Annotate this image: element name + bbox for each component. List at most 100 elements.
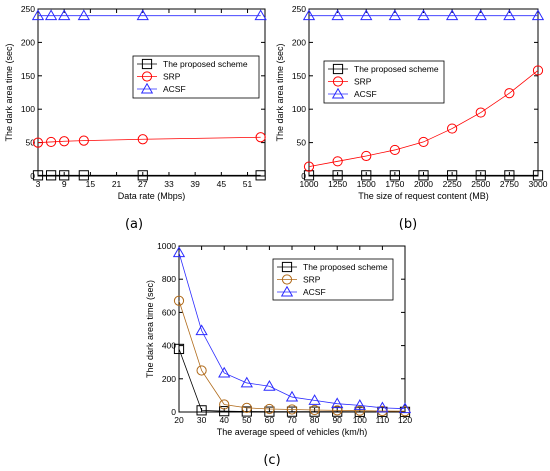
y-axis-label: The dark area time (sec) (4, 43, 14, 141)
x-tick-label: 3000 (529, 179, 548, 189)
panel-label: (b) (399, 217, 417, 232)
data-point (503, 9, 516, 21)
legend-label: SRP (163, 72, 181, 82)
data-point (196, 365, 207, 376)
x-tick-label: 3 (36, 179, 41, 189)
data-point (532, 170, 544, 181)
series-layer (32, 9, 267, 181)
data-point (504, 88, 515, 99)
y-tick-label: 0 (301, 171, 306, 181)
data-point (59, 170, 70, 181)
series-line (178, 252, 406, 410)
data-point (532, 65, 544, 76)
data-point (447, 123, 458, 134)
data-point (303, 161, 315, 172)
x-tick-label: 30 (197, 415, 207, 425)
data-point (286, 404, 298, 415)
data-point (255, 170, 266, 181)
x-tick-label: 45 (217, 179, 227, 189)
data-point (196, 405, 207, 416)
data-point (77, 9, 90, 21)
legend-marker (281, 261, 293, 273)
data-point (388, 9, 402, 21)
x-tick-label: 39 (190, 179, 200, 189)
data-point (32, 9, 45, 21)
y-tick-label: 200 (21, 37, 35, 47)
x-tick-label: 9 (62, 179, 67, 189)
data-point (240, 376, 253, 388)
legend: The proposed scheme SRP ACSF (272, 258, 394, 301)
data-point (417, 9, 430, 21)
data-point (332, 405, 343, 416)
y-tick-label: 200 (292, 37, 306, 47)
series-line (308, 70, 539, 168)
legend-marker (332, 63, 344, 75)
data-point (303, 9, 316, 21)
legend-box (132, 55, 260, 99)
data-point (331, 9, 344, 21)
y-tick-label: 150 (21, 71, 35, 81)
x-axis-label: The size of request content (MB) (358, 191, 489, 201)
x-tick-label: 60 (265, 415, 275, 425)
legend-label: The proposed scheme (354, 64, 439, 74)
data-point (361, 170, 372, 181)
legend-label: SRP (303, 275, 321, 285)
legend-label: ACSF (354, 89, 377, 99)
y-tick-label: 200 (162, 374, 176, 384)
legend-marker (280, 285, 294, 297)
x-tick-label: 1000 (300, 179, 319, 189)
data-point (137, 134, 148, 145)
data-point (353, 399, 366, 410)
legend-marker (140, 82, 154, 94)
x-tick-label: 2000 (414, 179, 433, 189)
y-tick-label: 50 (26, 138, 36, 148)
data-point (264, 403, 275, 415)
x-tick-label: 2500 (471, 179, 490, 189)
y-tick-label: 0 (30, 171, 35, 181)
data-point (389, 170, 400, 181)
x-tick-label: 1750 (385, 179, 404, 189)
y-tick-label: 1000 (157, 241, 176, 251)
data-point (531, 9, 544, 21)
data-point (218, 366, 231, 378)
data-point (59, 136, 70, 147)
data-point (78, 170, 89, 181)
data-point (136, 9, 149, 21)
x-tick-label: 27 (138, 179, 148, 189)
data-point (32, 170, 44, 181)
panel-label: (c) (263, 453, 280, 468)
y-tick-label: 400 (162, 341, 176, 351)
x-axis-label: The average speed of vehicles (km/h) (217, 427, 368, 437)
data-point (376, 401, 389, 413)
data-point (303, 170, 315, 181)
data-point (309, 404, 320, 416)
x-tick-label: 21 (112, 179, 122, 189)
legend-marker (141, 71, 153, 82)
y-tick-label: 250 (21, 4, 35, 14)
plot-frame (37, 8, 266, 177)
data-point (447, 170, 458, 181)
series-line (178, 348, 405, 413)
legend-label: ACSF (303, 287, 326, 297)
x-tick-label: 50 (242, 415, 252, 425)
y-tick-label: 50 (297, 138, 307, 148)
legend-marker (331, 87, 345, 99)
legend: The proposed scheme SRP ACSF (323, 60, 445, 104)
series-line (37, 136, 261, 143)
y-tick-label: 150 (292, 71, 306, 81)
legend: The proposed scheme SRP ACSF (132, 55, 260, 99)
legend-marker (281, 274, 293, 285)
data-point (504, 170, 515, 181)
data-point (32, 137, 44, 148)
y-tick-label: 250 (292, 4, 306, 14)
data-point (255, 132, 266, 143)
data-point (389, 144, 400, 156)
legend-box (323, 60, 445, 104)
x-tick-label: 70 (287, 415, 297, 425)
x-axis-label: Data rate (Mbps) (118, 191, 186, 201)
y-axis-label: The dark area time (sec) (145, 280, 155, 378)
data-point (308, 394, 321, 405)
data-point (219, 406, 230, 417)
